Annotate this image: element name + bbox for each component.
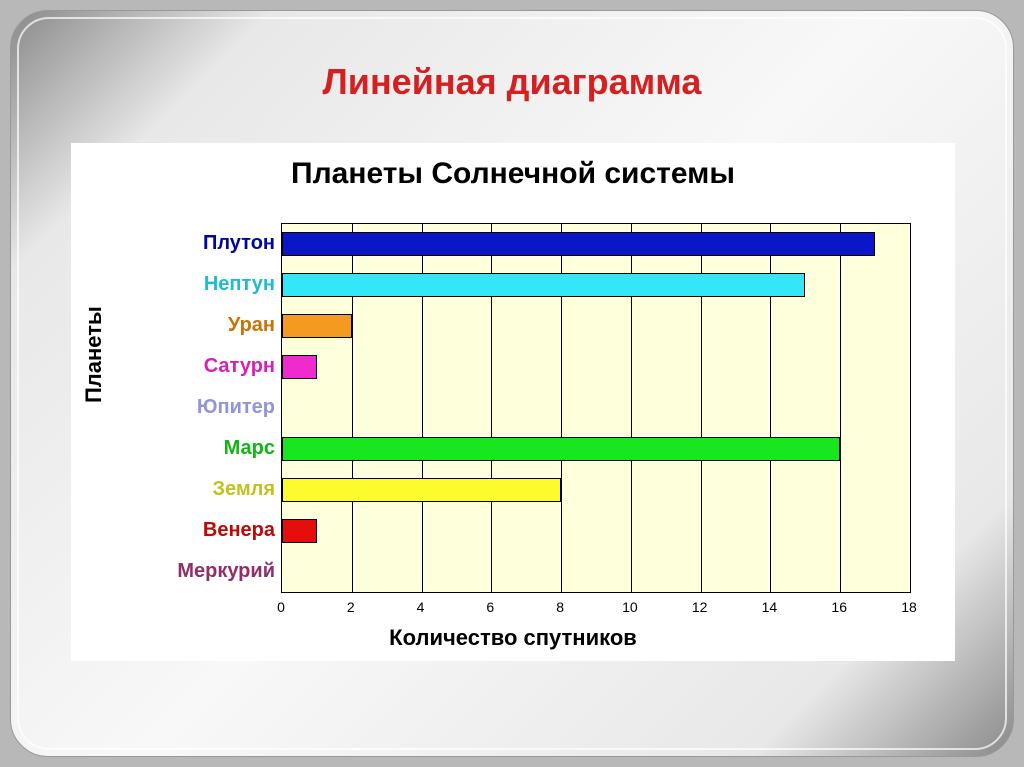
bar [282, 519, 317, 543]
x-tick-label: 12 [692, 599, 708, 615]
x-tick-label: 2 [347, 599, 355, 615]
category-label: Меркурий [75, 559, 275, 583]
slide-title: Линейная диаграмма [11, 61, 1013, 103]
x-tick-label: 6 [486, 599, 494, 615]
chart-container: Планеты Солнечной системы Планеты Плутон… [71, 143, 955, 661]
category-label: Марс [75, 436, 275, 460]
category-label: Юпитер [75, 395, 275, 419]
gridline [840, 224, 841, 592]
plot-area [281, 223, 911, 593]
category-label: Плутон [75, 231, 275, 255]
x-tick-label: 10 [622, 599, 638, 615]
x-tick-label: 8 [556, 599, 564, 615]
x-tick-label: 18 [901, 599, 917, 615]
bar [282, 273, 805, 297]
bar [282, 314, 352, 338]
category-label: Земля [75, 477, 275, 501]
x-axis-title: Количество спутников [71, 625, 955, 651]
x-tick-label: 4 [417, 599, 425, 615]
x-tick-label: 0 [277, 599, 285, 615]
bar [282, 437, 840, 461]
gridline [910, 224, 911, 592]
bar [282, 232, 875, 256]
x-tick-label: 16 [831, 599, 847, 615]
slide-frame: Линейная диаграмма Планеты Солнечной сис… [10, 10, 1014, 757]
chart-title: Планеты Солнечной системы [71, 157, 955, 191]
category-label: Уран [75, 313, 275, 337]
category-label: Нептун [75, 272, 275, 296]
bar [282, 355, 317, 379]
category-label: Сатурн [75, 354, 275, 378]
category-label: Венера [75, 518, 275, 542]
x-tick-label: 14 [762, 599, 778, 615]
bar [282, 478, 561, 502]
